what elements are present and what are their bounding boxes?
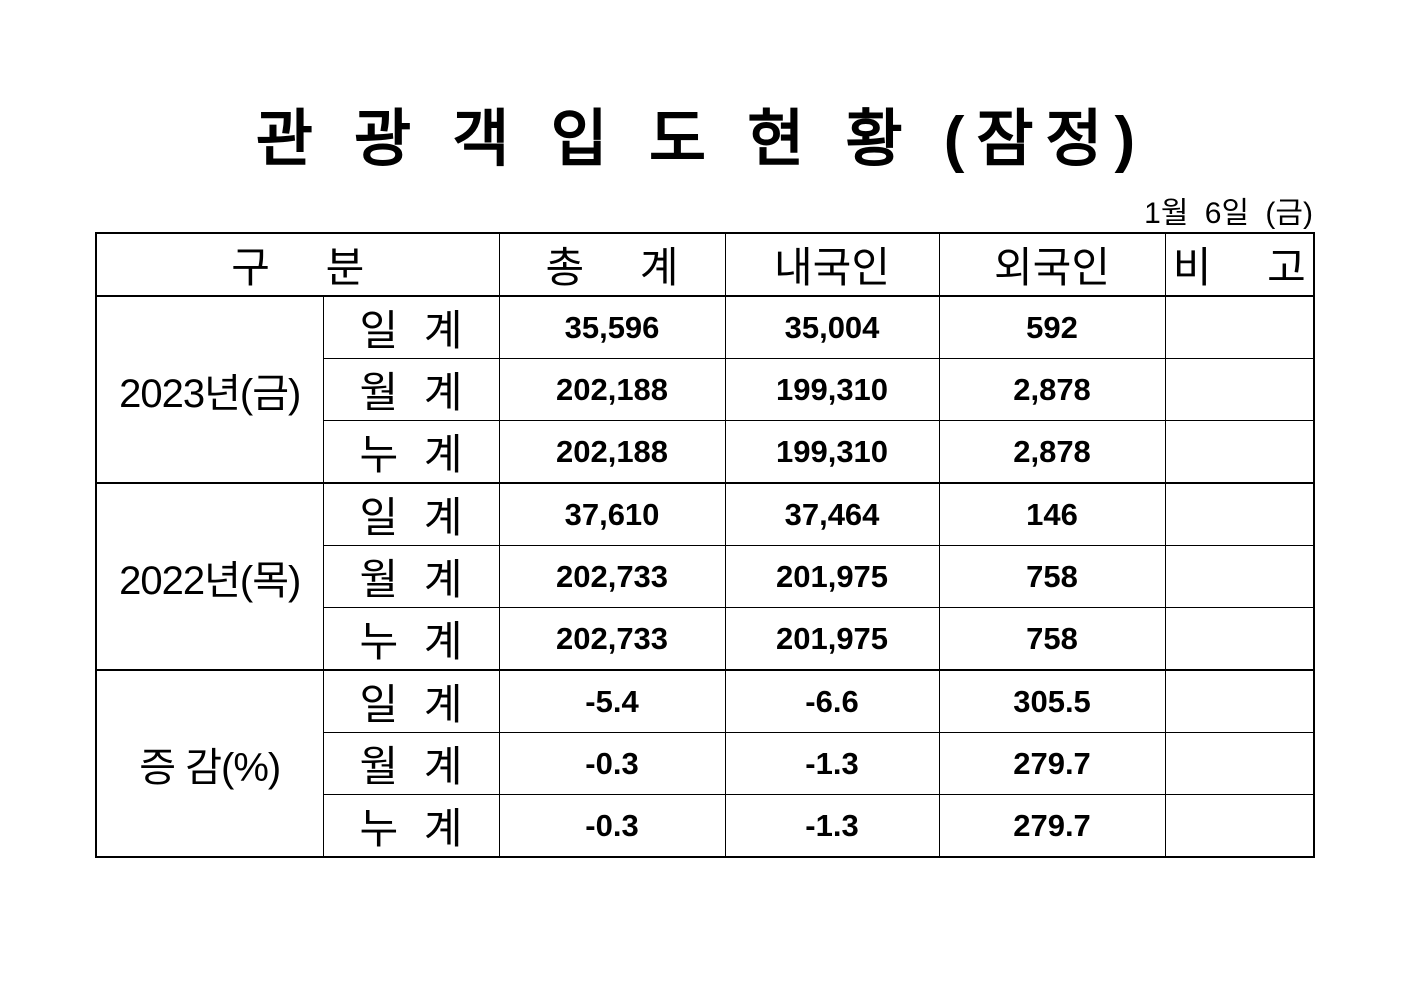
foreign-value: 305.5: [938, 669, 1166, 733]
total-value: -0.3: [498, 732, 726, 795]
row-label: 일 계: [322, 669, 500, 733]
note-value: [1164, 794, 1315, 858]
foreign-value: 592: [938, 295, 1166, 359]
group-label-2022: 2022년(목): [95, 482, 324, 671]
total-value: -0.3: [498, 794, 726, 858]
foreign-value: 2,878: [938, 420, 1166, 484]
note-value: [1164, 732, 1315, 795]
table-row: 월 계 202,733 201,975 758: [96, 545, 1315, 608]
table-row: 증 감(%) 일 계 -5.4 -6.6 305.5: [95, 669, 1315, 858]
note-value: [1164, 358, 1315, 421]
column-header-category: 구 분: [95, 232, 500, 297]
foreign-value: 758: [938, 607, 1166, 671]
table-header-row: 구 분 총 계 내국인 외국인 비 고: [95, 232, 1315, 297]
note-value: [1164, 420, 1315, 484]
total-value: 37,610: [498, 482, 726, 546]
domestic-value: 201,975: [724, 545, 940, 608]
table-row: 월 계 -0.3 -1.3 279.7: [96, 732, 1315, 795]
row-label: 누 계: [322, 794, 500, 858]
note-value: [1164, 482, 1315, 546]
total-value: 202,733: [498, 545, 726, 608]
domestic-value: 199,310: [724, 358, 940, 421]
column-header-domestic: 내국인: [724, 232, 940, 297]
domestic-value: 201,975: [724, 607, 940, 671]
tourist-arrivals-table: 구 분 총 계 내국인 외국인 비 고 2023년(금) 일 계 35,596 …: [95, 232, 1316, 858]
table-row: 2023년(금) 일 계 35,596 35,004 592: [95, 295, 1315, 484]
table-row: 누 계 -0.3 -1.3 279.7: [96, 794, 1315, 858]
foreign-value: 279.7: [938, 794, 1166, 858]
table-row: 월 계 202,188 199,310 2,878: [96, 358, 1315, 421]
date-label: 1월 6일 (금): [1144, 197, 1313, 230]
total-value: 202,733: [498, 607, 726, 671]
table-row: 누 계 202,733 201,975 758: [96, 607, 1315, 671]
foreign-value: 146: [938, 482, 1166, 546]
total-value: 202,188: [498, 358, 726, 421]
group-label-change: 증 감(%): [95, 669, 324, 858]
foreign-value: 279.7: [938, 732, 1166, 795]
domestic-value: -6.6: [724, 669, 940, 733]
foreign-value: 2,878: [938, 358, 1166, 421]
row-label: 누 계: [322, 607, 500, 671]
row-label: 월 계: [322, 545, 500, 608]
row-label: 일 계: [322, 482, 500, 546]
row-label: 월 계: [322, 732, 500, 795]
domestic-value: 199,310: [724, 420, 940, 484]
column-header-foreign: 외국인: [938, 232, 1166, 297]
foreign-value: 758: [938, 545, 1166, 608]
total-value: -5.4: [498, 669, 726, 733]
row-label: 월 계: [322, 358, 500, 421]
note-value: [1164, 669, 1315, 733]
row-label: 일 계: [322, 295, 500, 359]
table-row: 누 계 202,188 199,310 2,878: [96, 420, 1315, 484]
total-value: 35,596: [498, 295, 726, 359]
domestic-value: 37,464: [724, 482, 940, 546]
note-value: [1164, 545, 1315, 608]
total-value: 202,188: [498, 420, 726, 484]
column-header-note: 비 고: [1164, 232, 1315, 297]
note-value: [1164, 607, 1315, 671]
table-row: 2022년(목) 일 계 37,610 37,464 146: [95, 482, 1315, 671]
column-header-total: 총 계: [498, 232, 726, 297]
domestic-value: -1.3: [724, 732, 940, 795]
domestic-value: 35,004: [724, 295, 940, 359]
note-value: [1164, 295, 1315, 359]
group-label-2023: 2023년(금): [95, 295, 324, 484]
domestic-value: -1.3: [724, 794, 940, 858]
row-label: 누 계: [322, 420, 500, 484]
page-title: 관 광 객 입 도 현 황 (잠정): [255, 105, 1148, 174]
